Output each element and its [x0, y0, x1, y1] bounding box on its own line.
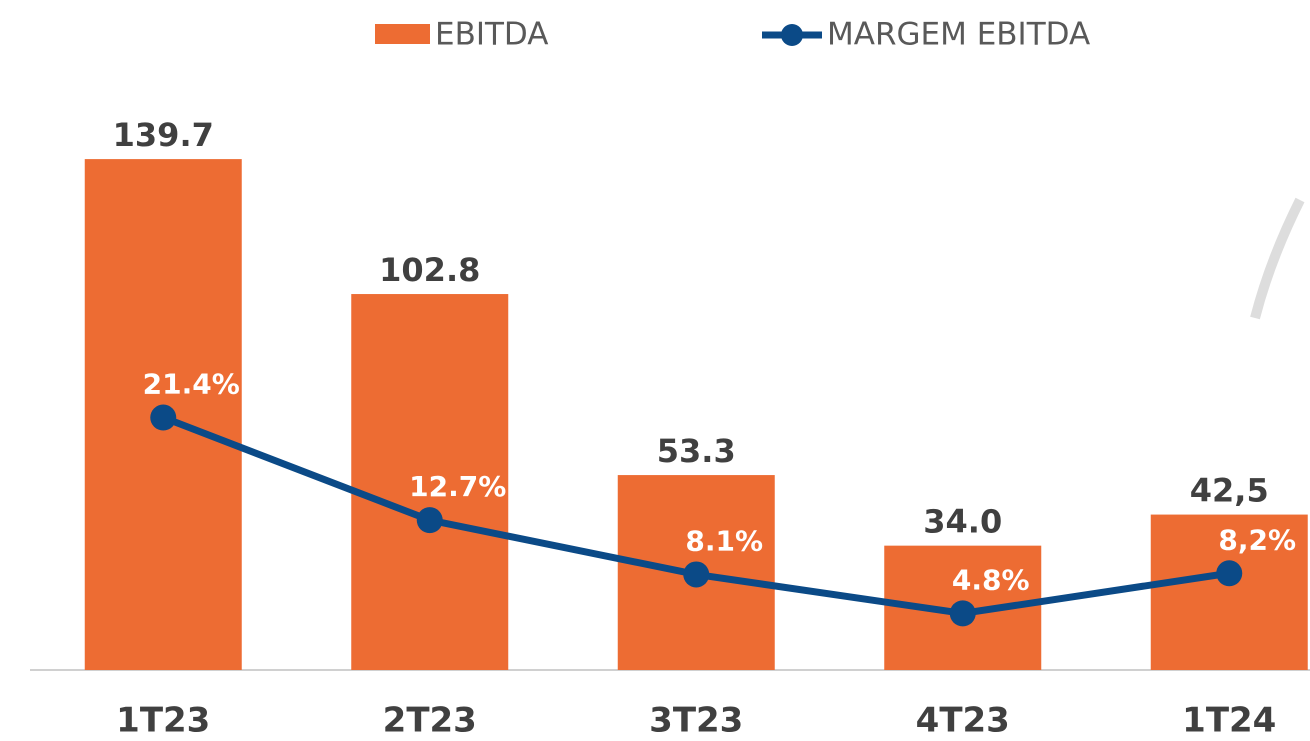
- x-tick-label: 2T23: [383, 701, 477, 741]
- x-tick-label: 1T24: [1182, 701, 1276, 741]
- line-value-label: 4.8%: [952, 563, 1030, 596]
- line-value-label: 12.7%: [409, 470, 506, 503]
- bar-value-label: 139.7: [113, 116, 214, 154]
- line-marker: [683, 561, 709, 587]
- line-value-label: 8,2%: [1218, 523, 1296, 556]
- legend-swatch: [375, 24, 430, 44]
- x-tick-label: 1T23: [116, 701, 210, 741]
- line-marker: [1216, 560, 1242, 586]
- legend-label: MARGEM EBITDA: [827, 17, 1090, 53]
- decoration: [1255, 200, 1300, 318]
- line-marker: [950, 600, 976, 626]
- x-tick-label: 3T23: [649, 701, 743, 741]
- line-value-label: 8.1%: [685, 524, 763, 557]
- line-value-label: 21.4%: [143, 368, 240, 401]
- legend-label: EBITDA: [435, 17, 548, 53]
- bar-value-label: 102.8: [379, 251, 480, 289]
- line-marker: [150, 405, 176, 431]
- line-marker: [417, 507, 443, 533]
- bar-value-label: 42,5: [1190, 472, 1269, 510]
- x-tick-label: 4T23: [916, 701, 1010, 741]
- page: EBITDA MARGEM EBITDA 1T23 2T23 3T23 4T23 1T24 1…: [0, 0, 1310, 741]
- bar-value-label: 34.0: [923, 503, 1002, 541]
- legend-marker: [781, 24, 803, 46]
- chart: EBITDA MARGEM EBITDA 1T23 2T23 3T23 4T23 1T24 1…: [0, 0, 1310, 741]
- bar-value-label: 53.3: [657, 432, 736, 470]
